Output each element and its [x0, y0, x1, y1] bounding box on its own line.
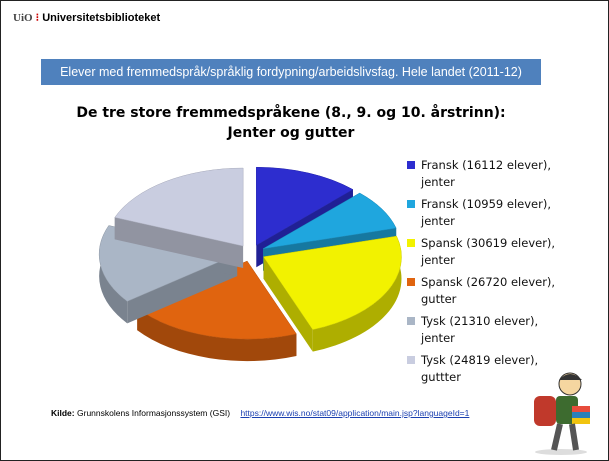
legend-swatch: [407, 278, 415, 286]
legend-item: Spansk (26720 elever), gutter: [421, 274, 571, 308]
source-link[interactable]: https://www.wis.no/stat09/application/ma…: [240, 408, 469, 418]
legend-swatch: [407, 200, 415, 208]
legend-label: Spansk (30619 elever), jenter: [421, 236, 555, 267]
source: Kilde: Grunnskolens Informasjonssystem (…: [51, 408, 469, 418]
legend-item: Fransk (16112 elever), jenter: [421, 157, 571, 191]
legend-label: Fransk (10959 elever), jenter: [421, 197, 551, 228]
legend-swatch: [407, 356, 415, 364]
chart: [1, 1, 608, 460]
legend-item: Tysk (21310 elever), jenter: [421, 313, 571, 347]
source-label: Kilde:: [51, 408, 75, 418]
source-text: Grunnskolens Informasjonssystem (GSI): [77, 408, 230, 418]
legend-label: Tysk (24819 elever), guttter: [421, 353, 538, 384]
legend-label: Spansk (26720 elever), gutter: [421, 275, 555, 306]
legend-swatch: [407, 239, 415, 247]
slide: UiO ⁝ Universitetsbiblioteket Elever med…: [0, 0, 609, 461]
legend-item: Fransk (10959 elever), jenter: [421, 196, 571, 230]
legend-swatch: [407, 317, 415, 325]
student-illustration: [526, 366, 596, 456]
legend-label: Tysk (21310 elever), jenter: [421, 314, 538, 345]
legend-item: Spansk (30619 elever), jenter: [421, 235, 571, 269]
legend-swatch: [407, 161, 415, 169]
legend-label: Fransk (16112 elever), jenter: [421, 158, 551, 189]
